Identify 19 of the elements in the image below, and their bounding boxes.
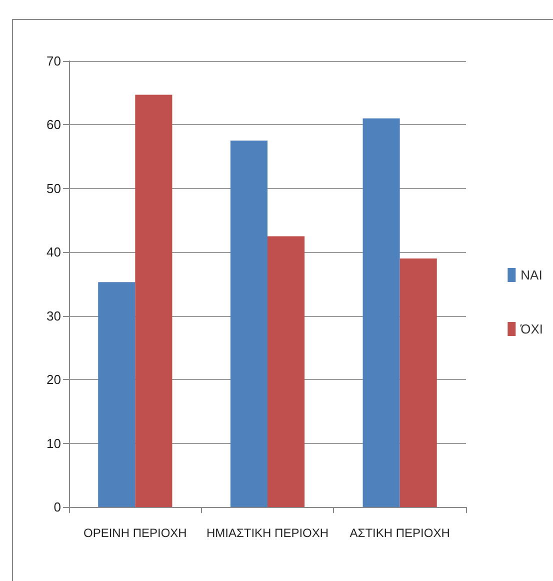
y-tick-label: 60	[46, 117, 61, 132]
y-tick-label: 20	[46, 372, 61, 388]
y-tick-label: 50	[46, 180, 61, 196]
x-tick-label: ΟΡΕΙΝΗ ΠΕΡΙΟΧΗ	[83, 526, 187, 540]
y-tick-label: 10	[46, 436, 61, 451]
x-tick-label: ΑΣΤΙΚΗ ΠΕΡΙΟΧΗ	[350, 526, 450, 540]
bar	[135, 94, 172, 507]
bar	[400, 258, 437, 507]
y-tick-label: 30	[46, 308, 61, 324]
bar	[98, 282, 136, 507]
y-tick-label: 40	[46, 244, 61, 260]
y-tick-label: 0	[54, 500, 61, 514]
bar	[268, 236, 305, 507]
bar	[230, 140, 268, 507]
x-tick-label: ΗΜΙΑΣΤΙΚΗ ΠΕΡΙΟΧΗ	[206, 526, 329, 540]
legend-label: ΝΑΙ	[520, 268, 542, 282]
bar	[362, 118, 400, 507]
y-tick-label: 70	[46, 54, 61, 68]
legend-label: ΌΧΙ	[520, 322, 544, 336]
